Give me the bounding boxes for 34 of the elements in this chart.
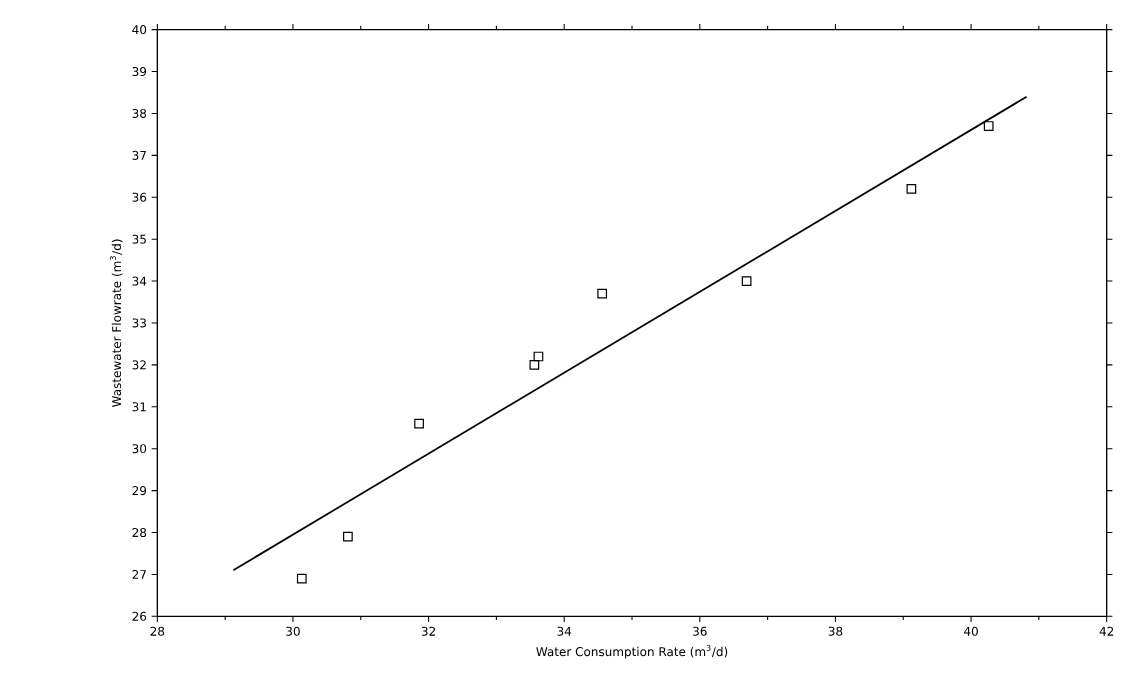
- y-tick-label: 32: [132, 360, 146, 370]
- y-tick-label: 31: [132, 402, 146, 412]
- point: [741, 276, 752, 286]
- y-tick-label: 29: [132, 486, 147, 496]
- y-axis-title: Wastewater Flowrate (m$^{3}$/d): [109, 239, 123, 408]
- y-tick-label: 37: [132, 150, 146, 160]
- y-tick-label: 35: [132, 234, 146, 244]
- x-tick-label: 40: [964, 626, 978, 636]
- point: [597, 288, 608, 299]
- x-tick-label: 32: [421, 626, 436, 636]
- y-tick-label: 36: [132, 192, 147, 202]
- y-tick-label: 26: [132, 611, 147, 621]
- y-tick-label: 28: [132, 527, 147, 538]
- point: [414, 418, 424, 429]
- x-tick-label: 30: [286, 626, 300, 636]
- x-tick-label: 38: [828, 626, 843, 636]
- x-axis-title: Water Consumption Rate (m$^{3}$/d): [536, 644, 728, 659]
- x-tick-label: 34: [557, 626, 572, 636]
- y-tick-label: 33: [132, 318, 146, 328]
- x-tick-label: 42: [1099, 626, 1114, 636]
- y-tick-label: 39: [132, 67, 147, 77]
- point: [343, 531, 353, 542]
- y-tick-label: 40: [132, 25, 147, 35]
- y-tick-label: 38: [132, 108, 147, 118]
- x-tick-label: 36: [693, 626, 707, 636]
- y-tick-label: 34: [132, 276, 147, 286]
- x-tick-label: 28: [150, 626, 165, 636]
- y-tick-label: 27: [132, 569, 146, 579]
- point: [906, 184, 917, 194]
- point: [296, 573, 307, 584]
- point: [533, 351, 544, 362]
- point: [529, 360, 540, 370]
- point: [983, 121, 994, 131]
- y-tick-label: 30: [132, 444, 147, 454]
